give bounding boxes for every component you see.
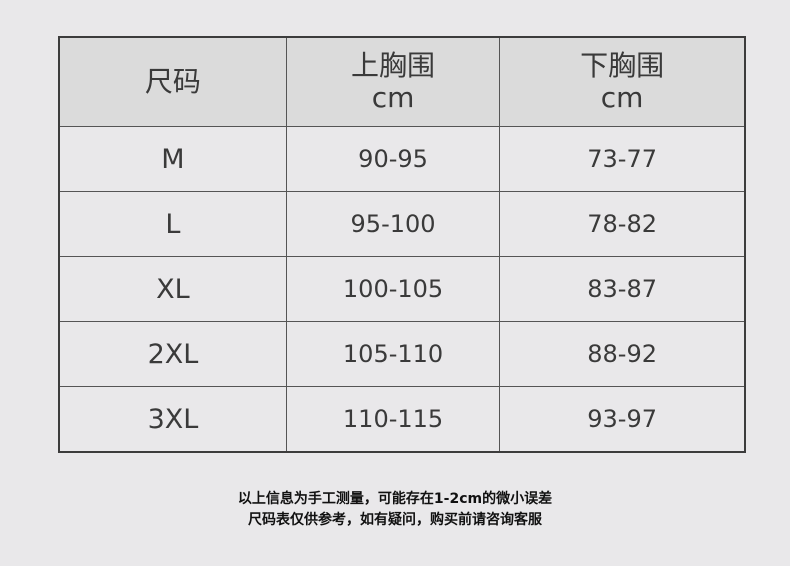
header-row: 尺码 上胸围 cm 下胸围 cm bbox=[58, 36, 746, 127]
under-bust-cell: 93-97 bbox=[499, 386, 746, 453]
header-title: 上胸围 bbox=[351, 49, 436, 82]
size-cell: 3XL bbox=[58, 386, 287, 453]
table-row: 2XL 105-110 88-92 bbox=[58, 321, 746, 387]
size-cell: L bbox=[58, 191, 287, 257]
header-upper-bust: 上胸围 cm bbox=[285, 36, 501, 127]
header-unit: cm bbox=[600, 81, 644, 114]
note-line: 尺码表仅供参考，如有疑问，购买前请咨询客服 bbox=[248, 512, 542, 528]
under-bust-cell: 78-82 bbox=[499, 191, 746, 257]
size-chart-table: 尺码 上胸围 cm 下胸围 cm M 90-95 73-77 L 95-100 78-82 XL… bbox=[58, 36, 746, 453]
under-bust-cell: 83-87 bbox=[499, 256, 746, 322]
header-under-bust: 下胸围 cm bbox=[499, 36, 746, 127]
header-title: 下胸围 bbox=[580, 49, 665, 82]
table-row: M 90-95 73-77 bbox=[58, 126, 746, 192]
upper-bust-cell: 110-115 bbox=[285, 386, 501, 453]
size-cell: XL bbox=[58, 256, 287, 322]
under-bust-cell: 88-92 bbox=[499, 321, 746, 387]
upper-bust-cell: 100-105 bbox=[285, 256, 501, 322]
footnote: 以上信息为手工测量，可能存在1-2cm的微小误差 尺码表仅供参考，如有疑问，购买… bbox=[0, 489, 790, 531]
header-title: 尺码 bbox=[144, 65, 201, 98]
upper-bust-cell: 105-110 bbox=[285, 321, 501, 387]
table-row: L 95-100 78-82 bbox=[58, 191, 746, 257]
upper-bust-cell: 95-100 bbox=[285, 191, 501, 257]
size-cell: M bbox=[58, 126, 287, 192]
under-bust-cell: 73-77 bbox=[499, 126, 746, 192]
size-cell: 2XL bbox=[58, 321, 287, 387]
table-row: XL 100-105 83-87 bbox=[58, 256, 746, 322]
upper-bust-cell: 90-95 bbox=[285, 126, 501, 192]
note-line: 以上信息为手工测量，可能存在1-2cm的微小误差 bbox=[237, 491, 553, 507]
header-unit: cm bbox=[371, 81, 415, 114]
header-size: 尺码 bbox=[58, 36, 287, 127]
table-row: 3XL 110-115 93-97 bbox=[58, 386, 746, 453]
